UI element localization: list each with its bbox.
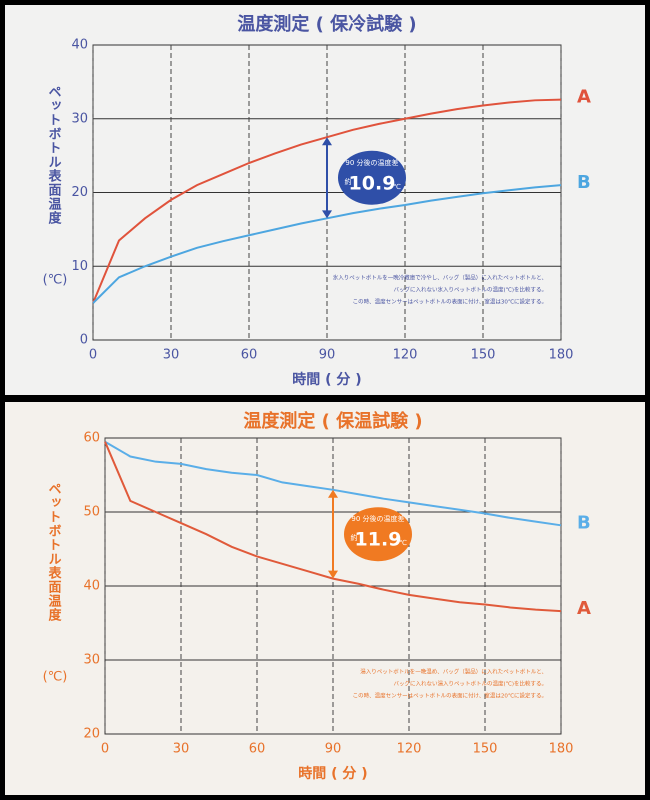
annotation-label: 90 分後の温度差 xyxy=(351,514,404,523)
x-tick-label: 60 xyxy=(249,742,266,757)
x-tick-label: 120 xyxy=(393,348,418,363)
y-axis-label: ペットボトル表面温度 xyxy=(46,85,63,225)
chart-title: 温度測定 ( 保冷試験 ) xyxy=(237,13,416,35)
annotation-bubble xyxy=(344,507,412,562)
series-label: A xyxy=(577,87,591,108)
y-tick-label: 0 xyxy=(80,333,88,348)
annotation-unit: ℃ xyxy=(399,539,407,547)
note: バッグに入れない氷入りペットボトルの温度(℃)を比較する。 xyxy=(394,286,547,294)
chart: 温度測定 ( 保冷試験 ) 0 10 20 30 40 0 30 60 90 120 150 180 時間… xyxy=(5,5,645,395)
note: 氷入りペットボトルを一晩冷蔵庫で冷やし、バッグ（製品）に入れたペットボトルと、 xyxy=(333,274,547,282)
y-tick-label: 20 xyxy=(83,727,100,742)
series-label: B xyxy=(577,512,591,533)
note: この時、温度センサーはペットボトルの表面に付け、室温は30℃に設定する。 xyxy=(353,298,547,306)
y-tick-label: 40 xyxy=(71,38,88,53)
annotation-value: 10.9 xyxy=(349,172,396,194)
y-tick-label: 40 xyxy=(83,579,100,594)
arrow-head xyxy=(322,210,332,219)
arrow-head xyxy=(322,137,332,146)
chart: 温度測定 ( 保温試験 ) 20 30 40 50 60 0 30 60 90 120 150 180 時… xyxy=(5,402,645,795)
annotation-unit: ℃ xyxy=(393,183,401,191)
x-axis-label: 時間 ( 分 ) xyxy=(292,371,361,388)
series-line xyxy=(92,184,562,304)
y-tick-label: 30 xyxy=(83,653,100,668)
x-tick-label: 150 xyxy=(471,348,496,363)
x-tick-label: 0 xyxy=(89,348,97,363)
x-tick-label: 90 xyxy=(319,348,336,363)
annotation-label: 90 分後の温度差 xyxy=(345,158,398,167)
x-tick-label: 90 xyxy=(325,742,342,757)
y-axis-unit: (℃) xyxy=(43,273,68,288)
y-axis-label: ペットボトル表面温度 xyxy=(46,482,63,622)
arrow-head xyxy=(328,570,338,579)
series-label: A xyxy=(577,598,591,619)
y-tick-label: 60 xyxy=(83,431,100,446)
note: この時、温度センサーはペットボトルの表面に付け、室温は20℃に設定する。 xyxy=(353,692,547,700)
x-tick-label: 0 xyxy=(101,742,109,757)
y-tick-label: 10 xyxy=(71,259,88,274)
series-line xyxy=(104,440,562,527)
y-tick-label: 20 xyxy=(71,185,88,200)
x-tick-label: 180 xyxy=(549,348,574,363)
x-tick-label: 120 xyxy=(397,742,422,757)
x-tick-label: 180 xyxy=(549,742,574,757)
x-tick-label: 30 xyxy=(163,348,180,363)
annotation-value: 11.9 xyxy=(355,529,402,551)
annotation-prefix: 約 xyxy=(345,177,352,186)
note: バッグに入れない湯入りペットボトルの温度(℃)を比較する。 xyxy=(394,680,547,688)
chart-title: 温度測定 ( 保温試験 ) xyxy=(243,410,422,432)
y-tick-label: 30 xyxy=(71,111,88,126)
x-tick-label: 150 xyxy=(473,742,498,757)
x-tick-label: 30 xyxy=(173,742,190,757)
x-tick-label: 60 xyxy=(241,348,258,363)
annotation-bubble xyxy=(338,150,406,205)
x-axis-label: 時間 ( 分 ) xyxy=(298,765,367,782)
series-label: B xyxy=(577,172,591,193)
annotation-prefix: 約 xyxy=(351,533,358,542)
y-tick-label: 50 xyxy=(83,505,100,520)
note: 湯入りペットボトルを一晩温め、バッグ（製品）に入れたペットボトルと、 xyxy=(360,668,547,676)
y-axis-unit: (℃) xyxy=(43,670,68,685)
arrow-head xyxy=(328,489,338,498)
